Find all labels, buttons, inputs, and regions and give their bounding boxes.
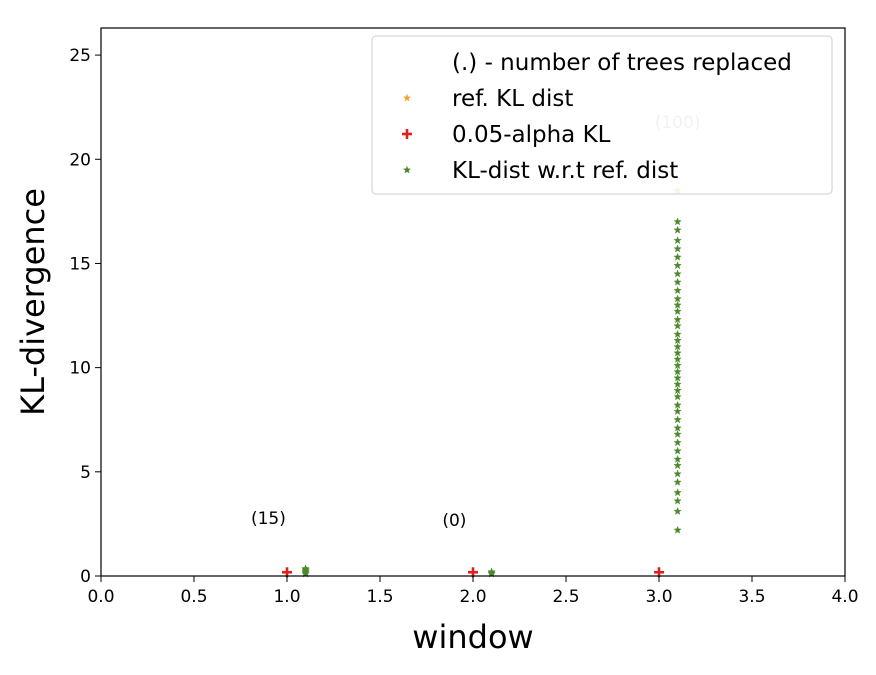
legend-label: ref. KL dist (452, 86, 573, 112)
data-point (673, 294, 682, 303)
data-point (673, 415, 682, 424)
data-point (673, 446, 682, 455)
data-point (673, 507, 682, 515)
data-point (673, 429, 682, 438)
data-point (673, 315, 682, 324)
data-point (673, 373, 682, 382)
data-point (673, 488, 682, 497)
series-kl-dist-w-r-t-ref-dist (301, 217, 682, 578)
legend-label: (.) - number of trees replaced (452, 50, 792, 76)
x-tick-label: 0.0 (87, 587, 114, 607)
x-tick-label: 0.5 (180, 587, 207, 607)
legend-marker (402, 129, 412, 139)
legend-entry: ref. KL dist (402, 86, 573, 112)
x-tick-label: 3.5 (738, 587, 765, 607)
data-point (673, 496, 682, 505)
data-point (301, 564, 310, 573)
data-point (673, 461, 682, 470)
data-point (673, 217, 682, 226)
data-point (673, 286, 682, 295)
data-point (673, 336, 682, 345)
y-axis-label: KL-divergence (14, 188, 52, 416)
data-point (673, 236, 682, 245)
x-tick-label: 1.0 (273, 587, 300, 607)
x-tick-label: 2.0 (459, 587, 486, 607)
x-axis-label: window (412, 618, 533, 656)
y-tick-label: 5 (80, 463, 91, 483)
data-point (673, 269, 682, 278)
data-point (673, 261, 682, 270)
x-tick-label: 2.5 (552, 587, 579, 607)
annotation-label: (15) (251, 509, 286, 529)
legend-box (371, 35, 833, 195)
annotation-label: (0) (442, 511, 466, 531)
data-point (673, 321, 682, 330)
legend: (.) - number of trees replaced ref. KL di… (371, 35, 833, 195)
legend-entry: KL-dist w.r.t ref. dist (402, 158, 678, 184)
data-point (673, 438, 682, 447)
data-point (673, 348, 682, 357)
data-point (673, 277, 682, 286)
data-point (673, 244, 682, 253)
y-tick-label: 0 (80, 567, 91, 587)
data-point (673, 307, 682, 315)
data-point (673, 379, 682, 388)
data-point (673, 329, 682, 338)
data-point (673, 342, 682, 351)
legend-marker (402, 165, 412, 174)
data-point (673, 386, 682, 395)
data-point (673, 225, 682, 234)
legend-marker (402, 93, 412, 102)
data-point (673, 454, 682, 463)
y-tick-label: 20 (69, 150, 91, 170)
y-tick-label: 10 (69, 359, 91, 379)
x-tick-label: 1.5 (366, 587, 393, 607)
data-point (673, 423, 682, 432)
legend-label: KL-dist w.r.t ref. dist (452, 158, 678, 184)
data-point (673, 367, 682, 376)
data-point (673, 354, 682, 363)
data-point (673, 525, 682, 534)
x-tick-label: 3.0 (645, 587, 672, 607)
data-point (673, 252, 682, 261)
legend-entry: (.) - number of trees replaced (452, 50, 792, 76)
legend-entry: 0.05-alpha KL (402, 122, 611, 148)
data-point (673, 407, 682, 415)
data-point (673, 400, 682, 409)
y-tick-label: 15 (69, 254, 91, 274)
axis-layer: 0.0 0.5 1.0 1.5 2.0 2.5 3.0 3.5 4.0 0 5 10 15 20 25 (69, 46, 858, 607)
data-point (487, 567, 496, 576)
x-tick-label: 4.0 (831, 587, 858, 607)
data-point (673, 477, 682, 486)
data-point (673, 392, 682, 401)
data-point (673, 361, 682, 370)
legend-label: 0.05-alpha KL (452, 122, 611, 148)
data-point (673, 469, 682, 478)
y-tick-label: 25 (69, 46, 91, 66)
data-point (673, 300, 682, 309)
